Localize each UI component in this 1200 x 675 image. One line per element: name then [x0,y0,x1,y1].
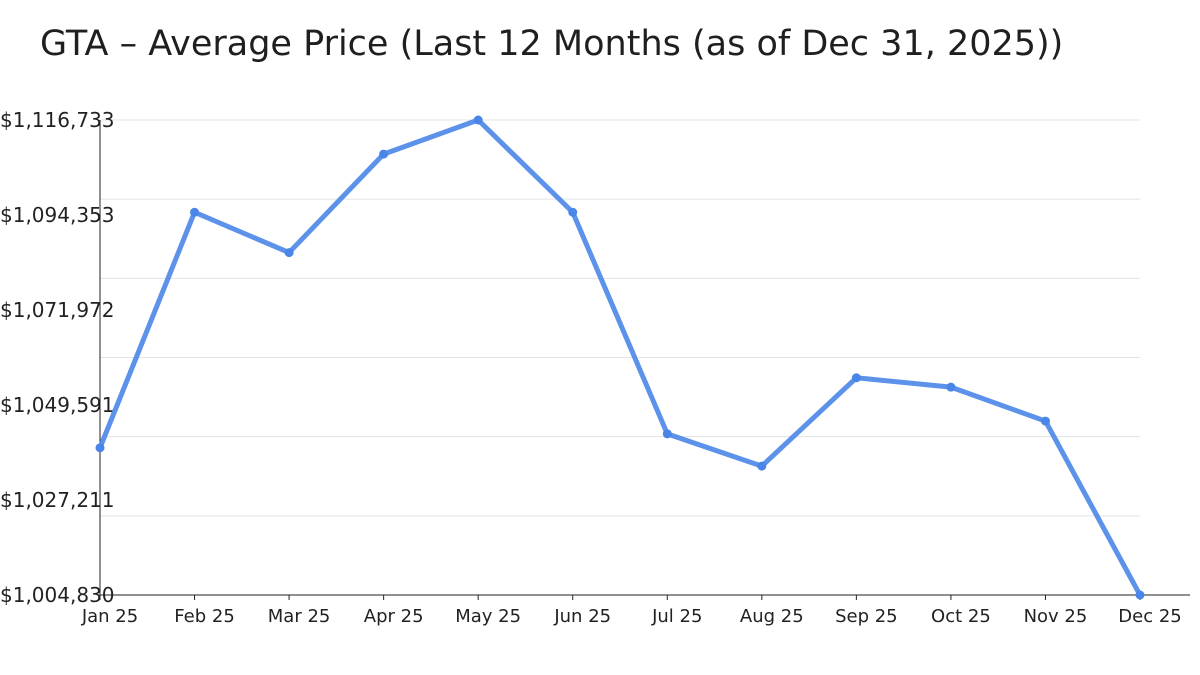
x-tick-label: Dec 25 [1118,606,1181,627]
x-tick-label: May 25 [455,606,521,627]
y-tick-label: $1,116,733 [0,108,115,132]
y-tick-label: $1,049,591 [0,393,115,417]
data-point [379,149,389,159]
data-point [851,373,861,383]
data-point [946,382,956,392]
x-tick-label: Mar 25 [268,606,331,627]
data-point [757,461,767,471]
data-point [568,207,578,217]
x-tick-label: Oct 25 [931,606,991,627]
y-tick-label: $1,004,830 [0,583,115,607]
data-point [190,207,200,217]
y-tick-label: $1,094,353 [0,203,115,227]
x-tick-label: Aug 25 [740,606,804,627]
data-point [473,115,483,125]
x-tick-label: Nov 25 [1024,606,1088,627]
y-tick-label: $1,027,211 [0,488,115,512]
y-tick-label: $1,071,972 [0,298,115,322]
chart-title: GTA – Average Price (Last 12 Months (as … [40,24,1064,64]
data-point [1040,416,1050,426]
data-point [284,248,294,258]
x-tick-label: Jul 25 [651,606,702,627]
x-tick-label: Apr 25 [364,606,424,627]
x-tick-label: Jun 25 [553,606,611,627]
x-tick-label: Sep 25 [835,606,898,627]
series-line [97,117,1143,597]
data-point [1135,590,1145,600]
x-tick-label: Jan 25 [81,606,138,627]
data-point [662,429,672,439]
x-tick-label: Feb 25 [174,606,235,627]
data-point [95,443,105,453]
